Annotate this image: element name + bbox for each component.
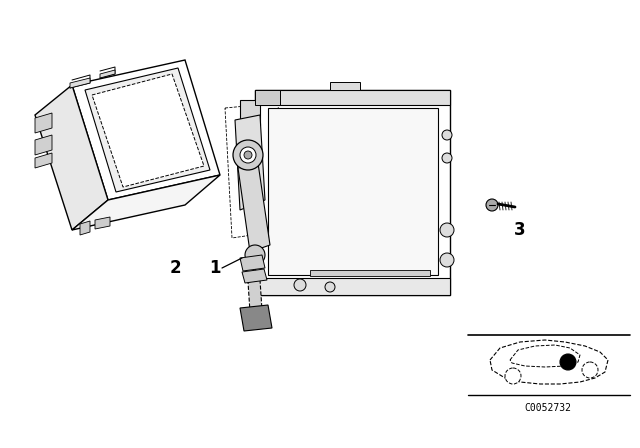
- Circle shape: [440, 223, 454, 237]
- Text: 1: 1: [209, 259, 221, 277]
- Polygon shape: [255, 278, 450, 295]
- Polygon shape: [240, 100, 260, 125]
- Circle shape: [442, 130, 452, 140]
- Polygon shape: [35, 153, 52, 168]
- Circle shape: [505, 368, 521, 384]
- Polygon shape: [100, 70, 115, 78]
- Polygon shape: [248, 280, 262, 312]
- Polygon shape: [490, 340, 608, 384]
- Polygon shape: [72, 175, 220, 230]
- Circle shape: [486, 199, 498, 211]
- Circle shape: [240, 147, 256, 163]
- Circle shape: [442, 153, 452, 163]
- Polygon shape: [95, 217, 110, 229]
- Text: 2: 2: [169, 259, 181, 277]
- Circle shape: [233, 140, 263, 170]
- Polygon shape: [240, 305, 272, 331]
- Polygon shape: [255, 90, 280, 105]
- Polygon shape: [80, 221, 90, 235]
- Polygon shape: [92, 74, 204, 187]
- Polygon shape: [240, 255, 265, 271]
- Polygon shape: [242, 269, 267, 283]
- Circle shape: [325, 282, 335, 292]
- Circle shape: [294, 279, 306, 291]
- Polygon shape: [235, 115, 265, 210]
- Polygon shape: [310, 270, 430, 276]
- Circle shape: [245, 245, 265, 265]
- Polygon shape: [510, 345, 580, 367]
- Polygon shape: [255, 90, 450, 105]
- Polygon shape: [70, 78, 90, 88]
- Polygon shape: [35, 85, 108, 230]
- Polygon shape: [85, 68, 210, 192]
- Text: 3: 3: [514, 221, 526, 239]
- Polygon shape: [72, 60, 220, 200]
- Polygon shape: [330, 82, 360, 90]
- Polygon shape: [35, 113, 52, 133]
- Text: C0052732: C0052732: [525, 403, 572, 413]
- Polygon shape: [238, 163, 270, 252]
- Polygon shape: [268, 108, 438, 275]
- Circle shape: [440, 253, 454, 267]
- Circle shape: [582, 362, 598, 378]
- Polygon shape: [35, 135, 52, 155]
- Polygon shape: [255, 90, 450, 295]
- Circle shape: [560, 354, 576, 370]
- Circle shape: [244, 151, 252, 159]
